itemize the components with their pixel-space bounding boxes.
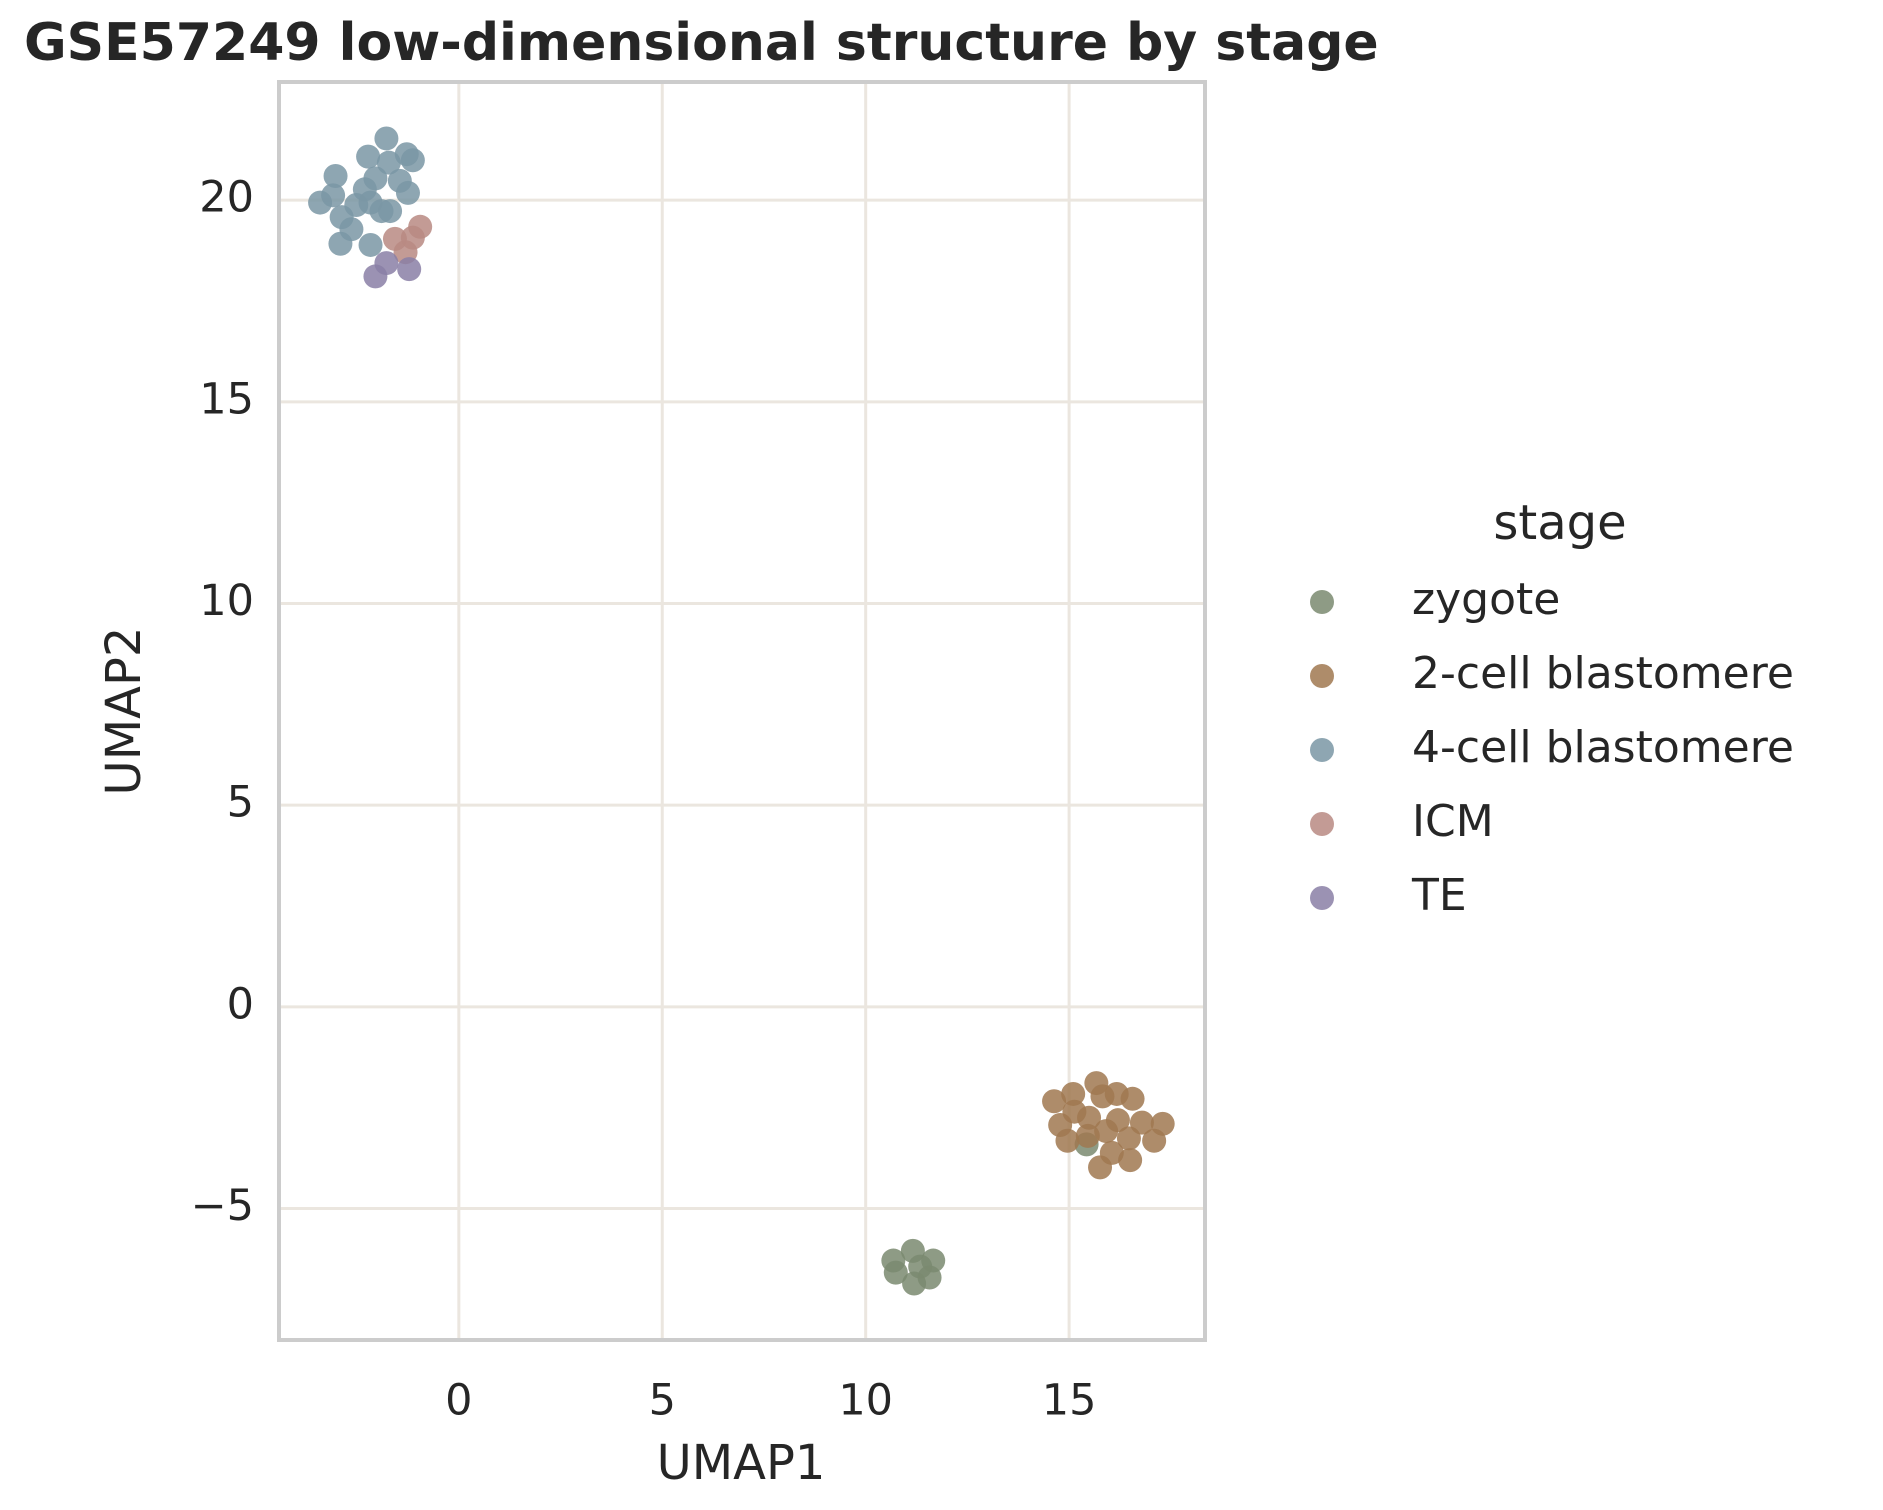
y-tick-label: 15 bbox=[199, 374, 254, 424]
scatter-point bbox=[1055, 1128, 1080, 1153]
x-tick-label: 0 bbox=[445, 1376, 472, 1426]
legend-marker bbox=[1310, 664, 1334, 688]
scatter-point bbox=[1105, 1108, 1130, 1133]
chart-title: GSE57249 low-dimensional structure by st… bbox=[24, 13, 1379, 73]
scatter-point bbox=[1061, 1081, 1086, 1106]
legend-marker bbox=[1310, 590, 1334, 614]
scatter-point bbox=[376, 150, 401, 175]
legend-label: 2-cell blastomere bbox=[1412, 648, 1794, 699]
legend-label: 4-cell blastomere bbox=[1412, 722, 1794, 773]
scatter-point bbox=[1088, 1155, 1113, 1180]
plot-frame bbox=[277, 80, 1207, 1342]
legend-marker bbox=[1310, 738, 1334, 762]
y-tick-label: 0 bbox=[227, 979, 254, 1029]
x-axis-label: UMAP1 bbox=[657, 1435, 826, 1491]
scatter-point bbox=[395, 180, 420, 205]
scatter-point bbox=[328, 231, 353, 256]
scatter-point bbox=[374, 251, 399, 276]
x-tick-label: 15 bbox=[1042, 1376, 1097, 1426]
y-tick-label: 10 bbox=[199, 576, 254, 626]
scatter-point bbox=[902, 1271, 927, 1296]
scatter-point bbox=[358, 232, 383, 257]
scatter-point bbox=[1142, 1128, 1167, 1153]
scatter-point bbox=[356, 144, 381, 169]
scatter-point bbox=[1118, 1148, 1143, 1173]
y-tick-label: −5 bbox=[191, 1181, 254, 1231]
scatter-point bbox=[1075, 1123, 1100, 1148]
scatter-point bbox=[363, 166, 388, 191]
scatter-point bbox=[408, 214, 433, 239]
legend-marker bbox=[1310, 886, 1334, 910]
x-tick-label: 10 bbox=[838, 1376, 893, 1426]
y-tick-label: 5 bbox=[227, 778, 254, 828]
scatter-point bbox=[400, 148, 425, 173]
scatter-point bbox=[321, 183, 346, 208]
legend-label: TE bbox=[1411, 870, 1467, 921]
legend-title: stage bbox=[1493, 495, 1626, 551]
scatter-point bbox=[883, 1260, 908, 1285]
scatter-point bbox=[1077, 1105, 1102, 1130]
scatter-point bbox=[397, 257, 422, 282]
y-axis-label: UMAP2 bbox=[96, 627, 152, 796]
scatter-point bbox=[1120, 1086, 1145, 1111]
scatter-point bbox=[1129, 1110, 1154, 1135]
scatter-point bbox=[1042, 1089, 1067, 1114]
scatter-point bbox=[378, 199, 403, 224]
legend-label: zygote bbox=[1412, 574, 1560, 625]
legend-marker bbox=[1310, 812, 1334, 836]
y-tick-label: 20 bbox=[199, 173, 254, 223]
scatter-point bbox=[323, 163, 348, 188]
scatter-point bbox=[374, 126, 399, 151]
x-tick-label: 5 bbox=[649, 1376, 676, 1426]
legend-label: ICM bbox=[1412, 796, 1494, 847]
